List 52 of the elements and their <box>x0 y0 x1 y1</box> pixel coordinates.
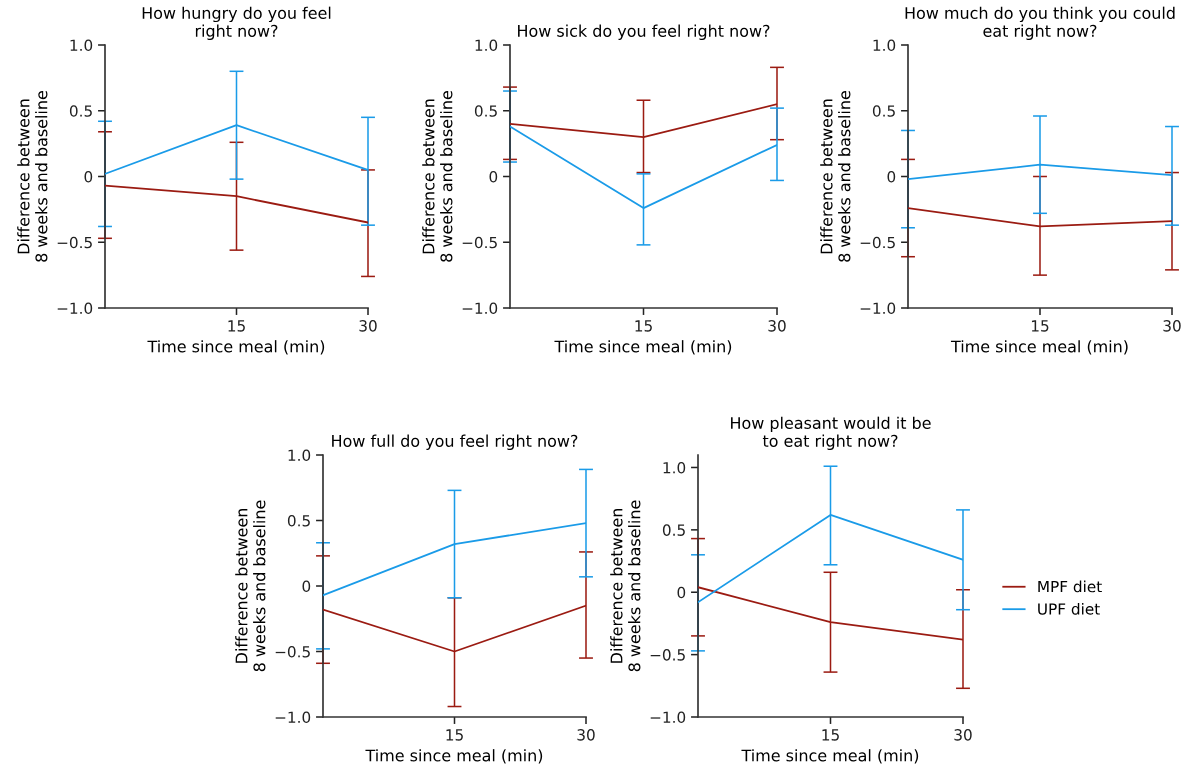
chart-title: How hungry do you feel right now? <box>142 6 331 40</box>
chart-title: How much do you think you could eat right now? <box>905 6 1175 40</box>
y-tick-label: 1.0 <box>70 39 93 52</box>
x-tick-label: 30 <box>954 729 972 741</box>
chart-title: How sick do you feel right now? <box>518 24 770 40</box>
y-tick-label: 0 <box>887 170 896 183</box>
x-tick-label: 30 <box>359 320 377 332</box>
chart-title: How full do you feel right now? <box>332 434 578 450</box>
y-tick-label: 1.0 <box>873 39 896 52</box>
y-axis-title: Difference between 8 weeks and baseline <box>610 500 641 672</box>
y-tick-label: 0.5 <box>69 105 92 117</box>
y-tick-label: 0.5 <box>287 514 310 527</box>
y-tick-label: −0.5 <box>650 649 685 661</box>
x-axis-title: Time since meal (min) <box>147 340 325 355</box>
y-axis-title: Difference between 8 weeks and baseline <box>17 91 48 262</box>
x-axis-title: Time since meal (min) <box>950 340 1128 355</box>
x-tick-label: 30 <box>577 729 595 741</box>
y-tick-label: 1.0 <box>663 461 686 474</box>
y-tick-label: −1.0 <box>275 711 311 724</box>
y-tick-label: 1.0 <box>475 39 498 52</box>
y-tick-label: −1.0 <box>57 302 93 315</box>
y-tick-label: 1.0 <box>288 449 311 462</box>
y-axis-title: Difference between 8 weeks and baseline <box>820 91 851 262</box>
y-tick-label: −0.5 <box>275 645 310 658</box>
y-tick-label: 0.5 <box>474 105 497 117</box>
x-axis-title: Time since meal (min) <box>554 340 732 355</box>
y-tick-label: 0 <box>489 170 498 183</box>
y-tick-label: 0.5 <box>872 105 895 117</box>
x-tick-label: 15 <box>446 729 463 741</box>
legend-label: UPF diet <box>1038 602 1100 615</box>
y-tick-label: 0 <box>84 170 93 183</box>
legend-label: MPF diet <box>1038 580 1102 593</box>
x-axis-title: Time since meal (min) <box>741 749 919 764</box>
y-axis-title: Difference between 8 weeks and baseline <box>422 91 453 262</box>
y-tick-label: −1.0 <box>650 711 686 724</box>
y-tick-label: −0.5 <box>57 236 92 249</box>
chart-title: How pleasant would it be to eat right now? <box>731 416 931 450</box>
y-tick-label: −0.5 <box>860 236 895 249</box>
y-tick-label: −1.0 <box>860 302 896 315</box>
x-tick-label: 15 <box>822 729 839 741</box>
y-tick-label: −1.0 <box>462 302 498 315</box>
y-tick-label: 0 <box>677 586 686 599</box>
x-tick-label: 15 <box>635 320 652 332</box>
x-axis-title: Time since meal (min) <box>365 749 543 764</box>
x-tick-label: 15 <box>228 320 245 332</box>
x-tick-label: 30 <box>768 320 786 332</box>
x-tick-label: 15 <box>1031 320 1049 332</box>
y-tick-label: 0 <box>302 580 311 593</box>
y-tick-label: −0.5 <box>462 236 497 249</box>
x-tick-label: 30 <box>1163 320 1181 332</box>
y-tick-label: 0.5 <box>662 524 685 536</box>
y-axis-title: Difference between 8 weeks and baseline <box>235 500 266 672</box>
